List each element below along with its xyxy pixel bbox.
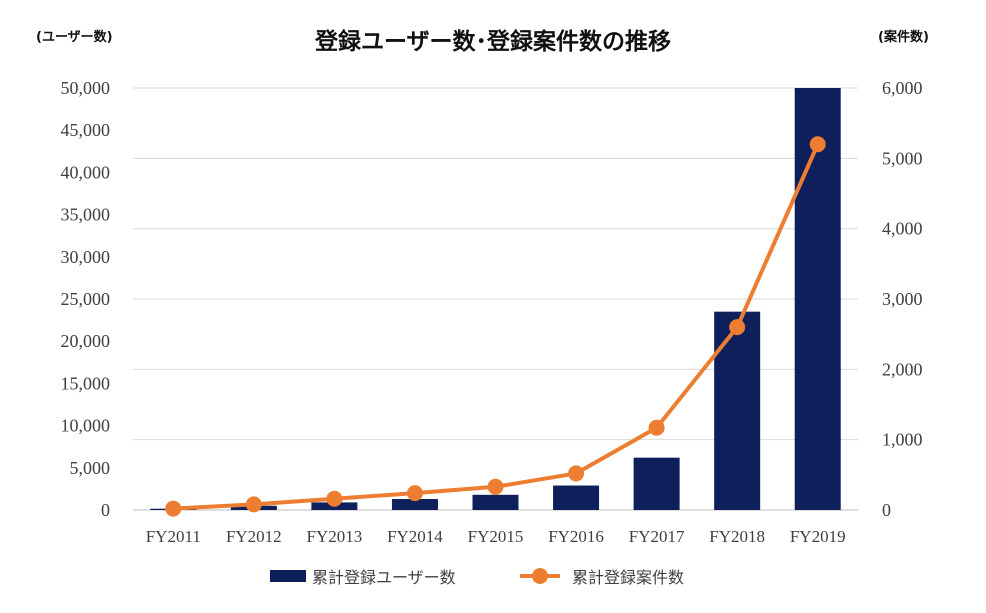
right-tick-label: 4,000 bbox=[882, 219, 923, 239]
bar bbox=[794, 88, 841, 510]
right-tick-label: 1,000 bbox=[882, 430, 923, 450]
bar bbox=[553, 485, 600, 510]
line-point bbox=[406, 485, 423, 502]
left-tick-label: 15,000 bbox=[61, 373, 111, 393]
bar-series bbox=[150, 88, 841, 510]
right-axis-unit: (案件数) bbox=[878, 29, 929, 45]
right-tick-label: 6,000 bbox=[882, 78, 923, 98]
bar bbox=[714, 311, 761, 510]
left-tick-label: 30,000 bbox=[61, 247, 111, 267]
line-series bbox=[165, 136, 826, 517]
category-label: FY2012 bbox=[226, 527, 282, 546]
legend-bar-label: 累計登録ユーザー数 bbox=[312, 568, 456, 587]
category-label: FY2019 bbox=[790, 527, 846, 546]
line-point bbox=[245, 496, 262, 513]
category-label: FY2017 bbox=[629, 527, 685, 546]
line-point bbox=[165, 500, 182, 517]
right-tick-label: 3,000 bbox=[882, 289, 923, 309]
left-tick-label: 10,000 bbox=[61, 416, 111, 436]
left-tick-label: 50,000 bbox=[61, 78, 111, 98]
line-point bbox=[729, 319, 746, 336]
left-tick-label: 20,000 bbox=[61, 331, 111, 351]
left-axis-unit: (ユーザー数) bbox=[36, 29, 113, 45]
left-tick-label: 5,000 bbox=[70, 458, 111, 478]
legend: 累計登録ユーザー数 累計登録案件数 bbox=[270, 568, 684, 587]
right-tick-label: 5,000 bbox=[882, 148, 923, 168]
gridlines bbox=[133, 87, 858, 511]
chart-title: 登録ユーザー数･登録案件数の推移 bbox=[314, 28, 671, 55]
line-point bbox=[648, 419, 665, 436]
left-tick-label: 35,000 bbox=[61, 205, 111, 225]
category-label: FY2016 bbox=[548, 527, 604, 546]
category-label: FY2015 bbox=[468, 527, 524, 546]
legend-line-marker bbox=[532, 568, 548, 584]
left-tick-label: 25,000 bbox=[61, 289, 111, 309]
category-label: FY2011 bbox=[146, 527, 201, 546]
bar bbox=[391, 499, 438, 510]
line-point bbox=[809, 136, 826, 153]
bar bbox=[633, 457, 680, 510]
bar bbox=[472, 494, 519, 510]
left-axis-ticks: 0 5,000 10,000 15,000 20,000 25,000 30,000 35,0… bbox=[61, 78, 111, 520]
category-label: FY2018 bbox=[709, 527, 765, 546]
category-label: FY2013 bbox=[307, 527, 363, 546]
left-tick-label: 45,000 bbox=[61, 120, 111, 140]
right-tick-label: 2,000 bbox=[882, 359, 923, 379]
category-label: FY2014 bbox=[387, 527, 443, 546]
right-tick-label: 0 bbox=[882, 500, 891, 520]
line-point bbox=[326, 490, 343, 507]
left-tick-label: 40,000 bbox=[61, 162, 111, 182]
legend-bar-swatch bbox=[270, 570, 306, 582]
legend-line-label: 累計登録案件数 bbox=[572, 568, 684, 587]
left-tick-label: 0 bbox=[101, 500, 110, 520]
line-point bbox=[487, 478, 504, 495]
x-axis-labels: FY2011 FY2012 FY2013 FY2014 FY2015 FY2016 FY20… bbox=[146, 527, 846, 546]
right-axis-ticks: 0 1,000 2,000 3,000 4,000 5,000 6,000 bbox=[882, 78, 923, 520]
line-point bbox=[568, 465, 585, 482]
